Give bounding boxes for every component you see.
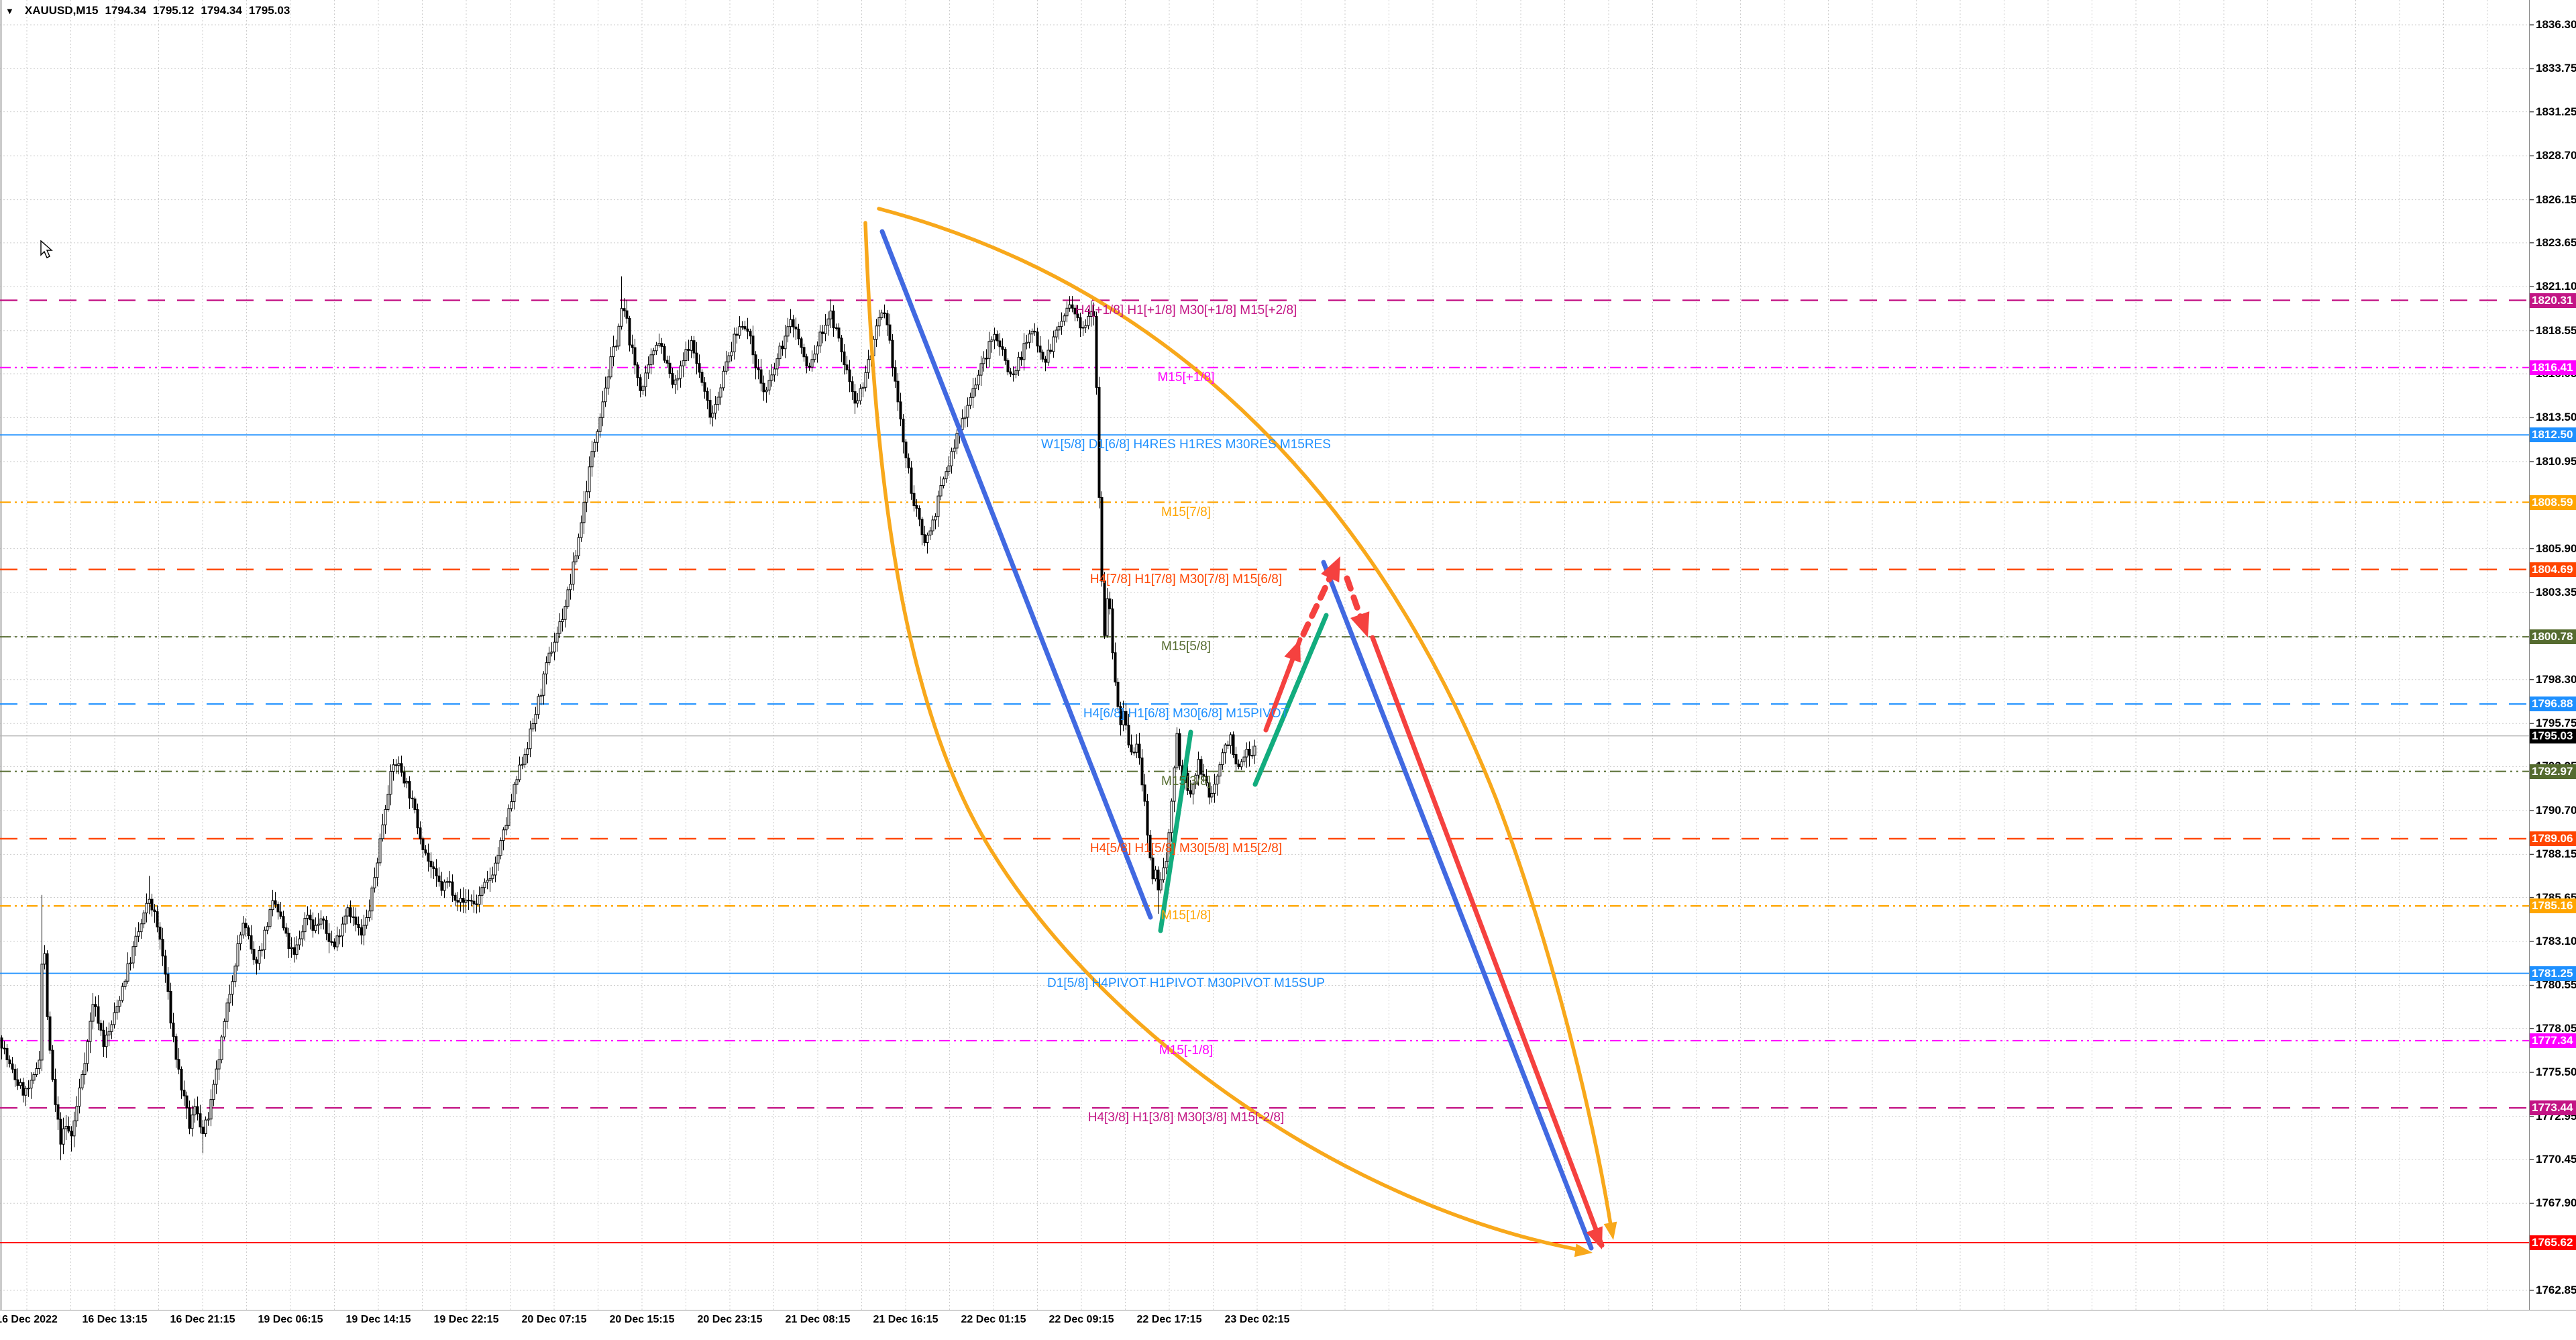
red-arrow-up-dashed[interactable] <box>1300 564 1338 637</box>
price-level-badge: 1777.34 <box>2530 1033 2576 1048</box>
price-tick-label: 1775.50 <box>2536 1066 2576 1079</box>
price-level-badge: 1816.41 <box>2530 360 2576 375</box>
price-tick-label: 1813.50 <box>2536 411 2576 424</box>
price-tick-label: 1823.65 <box>2536 236 2576 249</box>
price-tick-label: 1803.35 <box>2536 586 2576 599</box>
price-tick-label: 1821.10 <box>2536 280 2576 293</box>
bid-price-badge: 1795.03 <box>2530 728 2576 743</box>
price-tick-label: 1778.05 <box>2536 1021 2576 1035</box>
level-label: H4[6/8] H1[6/8] M30[6/8] M15PIVOT <box>1083 707 1289 721</box>
price-level-badge: 1773.44 <box>2530 1100 2576 1116</box>
level-label: M15[1/8] <box>1161 909 1211 923</box>
time-label: 23 Dec 02:15 <box>1224 1314 1290 1325</box>
price-level-badge: 1785.16 <box>2530 898 2576 914</box>
price-tick-label: 1788.15 <box>2536 847 2576 861</box>
red-arrow-down-long-head[interactable] <box>1586 1226 1603 1249</box>
blue-trend-line-down-2[interactable] <box>1321 560 1594 1251</box>
level-label: H4[7/8] H1[7/8] M30[7/8] M15[6/8] <box>1089 572 1283 586</box>
level-label: M15[7/8] <box>1161 505 1211 519</box>
price-tick-label: 1762.85 <box>2536 1283 2576 1296</box>
gold-ellipse-arc-right[interactable] <box>877 207 1614 1235</box>
price-tick-label: 1818.55 <box>2536 323 2576 337</box>
time-label: 16 Dec 21:15 <box>170 1314 235 1325</box>
mouse-cursor-icon <box>40 240 53 258</box>
time-label: 22 Dec 17:15 <box>1136 1314 1202 1325</box>
time-label: 21 Dec 08:15 <box>785 1314 851 1325</box>
price-tick-label: 1780.55 <box>2536 978 2576 992</box>
gold-arc-right-arrowhead[interactable] <box>1603 1221 1617 1240</box>
price-level-badge: 1820.31 <box>2530 293 2576 308</box>
candle-wicks <box>1 276 1255 1161</box>
price-tick-label: 1828.70 <box>2536 149 2576 162</box>
price-level-badge: 1781.25 <box>2530 966 2576 981</box>
time-label: 20 Dec 15:15 <box>609 1314 675 1325</box>
level-label: W1[5/8] D1[6/8] H4RES H1RES M30RES M15RE… <box>1041 437 1331 452</box>
price-tick-label: 1831.25 <box>2536 105 2576 118</box>
price-tick-label: 1790.70 <box>2536 803 2576 817</box>
green-trend-line-up-1[interactable] <box>1158 729 1193 933</box>
level-label: H4[5/8] H1[5/8] M30[5/8] M15[2/8] <box>1089 841 1283 856</box>
price-tick-label: 1770.45 <box>2536 1152 2576 1166</box>
price-tick-label: 1833.75 <box>2536 62 2576 75</box>
level-label: M15[5/8] <box>1161 639 1211 654</box>
price-level-badge: 1789.06 <box>2530 831 2576 846</box>
symbol-timeframe-label: XAUUSD,M15 <box>24 4 99 17</box>
price-level-badge: 1812.50 <box>2530 427 2576 443</box>
price-tick-label: 1805.90 <box>2536 542 2576 555</box>
symbol-dropdown-icon[interactable]: ▼ <box>5 5 14 16</box>
gold-arc-left-arrowhead[interactable] <box>1574 1243 1593 1257</box>
time-label: 20 Dec 23:15 <box>697 1314 763 1325</box>
time-label: 22 Dec 01:15 <box>961 1314 1026 1325</box>
gold-ellipse-arc-left[interactable] <box>863 221 1587 1253</box>
ohlc-close: 1795.03 <box>248 4 290 17</box>
ohlc-low: 1794.34 <box>201 4 242 17</box>
price-tick-label: 1826.15 <box>2536 193 2576 206</box>
time-axis[interactable] <box>0 1310 2576 1340</box>
price-tick-label: 1795.75 <box>2536 717 2576 730</box>
level-label: M15[+1/8] <box>1157 370 1215 384</box>
price-level-badge: 1800.78 <box>2530 629 2576 645</box>
time-label: 22 Dec 09:15 <box>1049 1314 1114 1325</box>
price-level-badge: 1765.62 <box>2530 1235 2576 1250</box>
price-level-badge: 1796.88 <box>2530 697 2576 712</box>
red-arrow-down-long[interactable] <box>1370 635 1605 1248</box>
bear-candles <box>0 304 1251 1145</box>
price-level-badge: 1808.59 <box>2530 495 2576 510</box>
red-arrow-down-dashed-head[interactable] <box>1350 611 1370 637</box>
time-label: 16 Dec 2022 <box>0 1314 58 1325</box>
time-label: 16 Dec 13:15 <box>82 1314 148 1325</box>
level-label: M15[-1/8] <box>1159 1043 1214 1058</box>
price-tick-label: 1798.30 <box>2536 672 2576 686</box>
time-label: 20 Dec 07:15 <box>521 1314 587 1325</box>
price-tick-label: 1836.30 <box>2536 18 2576 31</box>
level-label: H4[+1/8] H1[+1/8] M30[+1/8] M15[+2/8] <box>1075 303 1297 317</box>
price-tick-label: 1767.90 <box>2536 1196 2576 1210</box>
time-label: 21 Dec 16:15 <box>873 1314 938 1325</box>
price-level-badge: 1804.69 <box>2530 562 2576 577</box>
green-trend-line-up-2[interactable] <box>1252 613 1329 787</box>
symbol-title-bar: ▼ XAUUSD,M15 1794.34 1795.12 1794.34 179… <box>5 4 290 17</box>
level-label: M15[3/8] <box>1161 774 1211 788</box>
price-level-badge: 1792.97 <box>2530 764 2576 779</box>
time-label: 19 Dec 14:15 <box>345 1314 411 1325</box>
price-tick-label: 1783.10 <box>2536 935 2576 948</box>
price-axis[interactable] <box>2529 0 2576 1310</box>
blue-trend-line-down-1[interactable] <box>879 229 1153 920</box>
bull-candles <box>19 304 1256 1145</box>
time-label: 19 Dec 06:15 <box>258 1314 323 1325</box>
ohlc-open: 1794.34 <box>105 4 146 17</box>
red-arrow-up-dashed-head[interactable] <box>1321 556 1340 582</box>
level-label: D1[5/8] H4PIVOT H1PIVOT M30PIVOT M15SUP <box>1047 976 1325 990</box>
time-label: 19 Dec 22:15 <box>433 1314 499 1325</box>
ohlc-high: 1795.12 <box>152 4 195 17</box>
level-label: H4[3/8] H1[3/8] M30[3/8] M15[-2/8] <box>1087 1111 1285 1125</box>
red-arrow-up-solid-head[interactable] <box>1284 639 1301 663</box>
price-tick-label: 1810.95 <box>2536 454 2576 468</box>
